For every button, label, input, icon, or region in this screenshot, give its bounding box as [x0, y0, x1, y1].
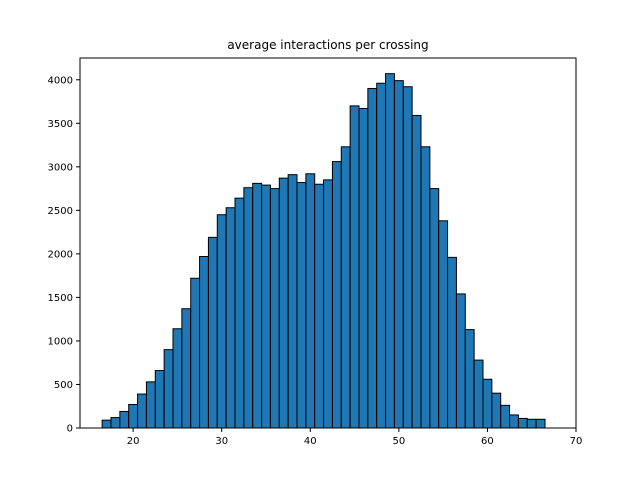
chart-title: average interactions per crossing	[227, 38, 428, 52]
y-tick-label: 1000	[48, 336, 73, 347]
histogram-bar	[411, 114, 422, 429]
histogram-bar	[128, 403, 139, 429]
histogram-bar	[305, 173, 316, 429]
histogram-bar	[500, 404, 511, 429]
histogram-bar	[420, 146, 431, 429]
histogram-bar	[402, 86, 413, 429]
histogram-bar	[349, 105, 360, 429]
histogram-bar	[145, 381, 156, 429]
histogram-bar	[243, 187, 254, 429]
y-tick-label: 3500	[48, 119, 73, 130]
histogram-bar	[517, 417, 528, 429]
histogram-bar	[207, 236, 218, 429]
x-tick-label: 20	[127, 436, 140, 447]
histogram-bar	[296, 181, 307, 429]
y-tick-label: 500	[54, 380, 73, 391]
y-tick-label: 2000	[48, 249, 73, 260]
histogram-bar	[340, 146, 351, 429]
y-tick-label: 3000	[48, 162, 73, 173]
histogram-bar	[181, 308, 192, 429]
y-tick-label: 1500	[48, 293, 73, 304]
bars-group	[101, 73, 546, 429]
histogram-bar	[110, 417, 121, 429]
histogram-bar	[491, 392, 502, 429]
plot-frame	[79, 57, 577, 429]
x-tick-label: 40	[304, 436, 317, 447]
histogram-bar	[358, 107, 369, 429]
histogram-bar	[287, 174, 298, 429]
histogram-bar	[269, 188, 280, 429]
x-tick-label: 50	[392, 436, 405, 447]
histogram-bar	[225, 207, 236, 429]
histogram-bar	[101, 419, 112, 429]
histogram-bar	[331, 161, 342, 429]
histogram-bar	[163, 349, 174, 429]
histogram-bar	[393, 80, 404, 429]
x-tick-label: 60	[481, 436, 494, 447]
histogram-bar	[509, 414, 519, 429]
histogram-bar	[172, 328, 183, 429]
histogram-bar	[438, 220, 449, 429]
y-tick-label: 4000	[48, 75, 73, 86]
histogram-bar	[278, 177, 289, 429]
histogram-bar	[323, 179, 333, 429]
histogram-bar	[367, 87, 378, 429]
histogram-bar	[234, 197, 245, 429]
x-tick-label: 70	[570, 436, 583, 447]
x-axis: 20 30 40 50 60 70	[127, 428, 583, 447]
histogram-bar	[314, 183, 325, 429]
histogram-bar	[252, 182, 263, 429]
y-axis: 0 500 1000 1500 2000 2500 3000 3500 4000	[48, 75, 80, 435]
histogram-bar	[429, 188, 440, 429]
histogram-bar	[137, 393, 147, 429]
histogram-bar	[190, 277, 201, 429]
histogram-bar	[535, 418, 546, 429]
histogram-bar	[447, 256, 457, 429]
x-tick-label: 30	[215, 436, 228, 447]
histogram-bar	[154, 370, 165, 429]
histogram-bar	[385, 73, 395, 429]
histogram-bar	[261, 184, 271, 429]
histogram-bar	[199, 255, 209, 429]
histogram-bar	[473, 359, 484, 429]
histogram-bar	[464, 329, 475, 429]
histogram-bar	[376, 82, 387, 429]
histogram-bar	[455, 293, 466, 429]
histogram-bar	[482, 378, 493, 429]
y-tick-label: 2500	[48, 206, 73, 217]
y-tick-label: 0	[67, 424, 73, 435]
histogram-bar	[119, 410, 130, 429]
histogram-bar	[526, 418, 537, 429]
histogram-bar	[216, 214, 227, 429]
